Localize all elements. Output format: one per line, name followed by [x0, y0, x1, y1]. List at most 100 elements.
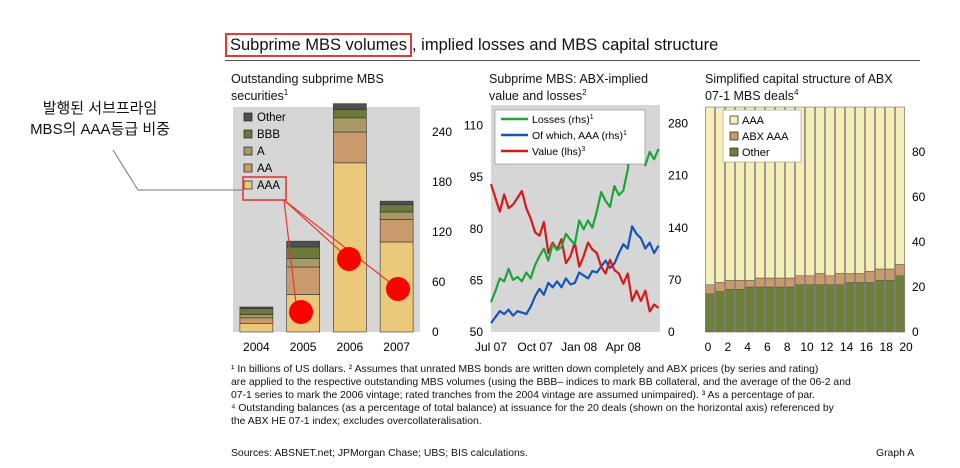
bar-2006-Other [333, 103, 367, 110]
x-tick-label: Oct 07 [517, 340, 553, 354]
pointer-line-0 [283, 199, 298, 313]
deal-16-Other [855, 282, 865, 333]
x-tick-label: Jan 08 [561, 340, 597, 354]
deal-1-AAA [705, 106, 715, 285]
annotation-line-2: MBS의 AAA등급 비중 [30, 121, 170, 138]
panel2-line-chart: Losses (rhs)1 Of which, AAA (rhs)1 Value (… [464, 105, 688, 354]
legend-label-Other: Other [742, 147, 770, 159]
deal-10-AAA [795, 106, 805, 276]
y-tick-label: 40 [912, 235, 926, 249]
panel3-title-line2: 07-1 MBS deals [705, 89, 794, 104]
deal-2-AAA [715, 106, 725, 283]
bar-2004-A [239, 314, 274, 319]
panel3-title-sup: 4 [793, 88, 799, 97]
left-tick-label: 65 [470, 273, 484, 287]
pointer-dot-0 [289, 300, 313, 324]
deal-15-AAA [845, 106, 855, 274]
x-tick-label: 10 [800, 340, 814, 354]
panel1-title-line1: Outstanding subprime MBS [231, 72, 384, 86]
legend-swatch-Other [243, 112, 253, 122]
panel2-title: Subprime MBS: ABX-implied value and loss… [489, 73, 648, 103]
footnote-line-1: ¹ In billions of US dollars. ² Assumes t… [231, 364, 819, 375]
legend-swatch-AAA [243, 180, 253, 190]
aaa-highlight-box [242, 176, 287, 201]
deal-14-ABX AAA [835, 273, 845, 285]
deal-8-Other [775, 286, 785, 333]
deal-11-ABX AAA [805, 275, 815, 285]
y-tick-label: 60 [912, 190, 926, 204]
legend-swatch-ABX AAA [729, 131, 739, 141]
left-tick-label: 80 [470, 222, 484, 236]
pointer-dot-2 [386, 277, 410, 301]
panel1-title-sup: 1 [283, 88, 289, 97]
footnote-line-5: the ABX HE 07-1 index; excludes overcoll… [231, 416, 482, 427]
footnote-line-4: ⁴ Outstanding balances (as a percentage … [231, 403, 834, 414]
annotation-overlay [112, 149, 410, 324]
deal-15-Other [845, 282, 855, 333]
deal-17-Other [865, 282, 875, 333]
series-line-1 [490, 225, 660, 324]
deal-18-AAA [875, 106, 885, 270]
bar-2004-BBB [239, 308, 274, 315]
bar-2005-AA [286, 266, 320, 295]
deal-1-Other [705, 293, 715, 333]
deal-20-ABX AAA [895, 264, 905, 276]
deal-7-AAA [765, 106, 775, 279]
deal-8-AAA [775, 106, 785, 279]
panel1-title: Outstanding subprime MBS securities1 [231, 73, 384, 103]
y-tick-label: 0 [432, 325, 439, 339]
legend-label-ABX AAA: ABX AAA [742, 131, 789, 143]
deal-12-ABX AAA [815, 273, 825, 285]
footnotes: ¹ In billions of US dollars. ² Assumes t… [231, 363, 921, 428]
deal-6-AAA [755, 106, 765, 279]
deal-10-ABX AAA [795, 275, 805, 285]
panel3-title: Simplified capital structure of ABX 07-1… [705, 73, 920, 103]
figure-title: Subprime MBS volumes, implied losses and… [225, 33, 719, 57]
legend-label-AAA: AAA [257, 180, 280, 192]
panel1-stacked-bar-chart: 2004 2005 2006 2007060120180240OtherBBBAAAA… [233, 103, 452, 354]
bar-2004-AA [239, 317, 274, 324]
deal-7-Other [765, 286, 775, 333]
y-tick-label: 80 [912, 145, 926, 159]
deal-14-Other [835, 284, 845, 333]
bar-2004-Other [239, 306, 274, 309]
y-tick-label: 240 [432, 125, 452, 139]
legend-label-BBB: BBB [257, 129, 280, 141]
title-rule [225, 60, 920, 61]
annotation-label: 발행된 서브프라임 MBS의 AAA등급 비중 [0, 98, 200, 140]
right-tick-label: 140 [668, 221, 688, 235]
deal-9-ABX AAA [785, 277, 795, 288]
deal-19-ABX AAA [885, 268, 895, 281]
legend-label-AAA: AAA [742, 115, 765, 127]
left-tick-label: 50 [470, 325, 484, 339]
deal-9-AAA [785, 106, 795, 279]
deal-1-ABX AAA [705, 284, 715, 294]
legend-label-2: Value (lhs)3 [532, 146, 585, 158]
x-tick-label: 2005 [290, 340, 317, 354]
deal-20-AAA [895, 106, 905, 265]
right-tick-label: 210 [668, 169, 688, 183]
x-tick-label: 2 [724, 340, 731, 354]
deal-15-ABX AAA [845, 273, 855, 283]
deal-4-Other [735, 289, 745, 333]
deal-12-AAA [815, 106, 825, 274]
x-tick-label: Apr 08 [606, 340, 642, 354]
y-tick-label: 180 [432, 175, 452, 189]
panel2-title-sup: 2 [582, 88, 587, 97]
bar-2006-AA [333, 131, 367, 164]
x-tick-label: 18 [880, 340, 894, 354]
deal-12-Other [815, 284, 825, 333]
left-tick-label: 110 [464, 119, 483, 133]
bar-2007-BBB [379, 204, 414, 213]
deal-16-AAA [855, 106, 865, 274]
pointer-dot-1 [337, 247, 361, 271]
legend-sup: 1 [590, 114, 594, 121]
left-tick-label: 95 [470, 170, 484, 184]
deal-4-ABX AAA [735, 280, 745, 290]
title-rest: , implied losses and MBS capital structu… [411, 36, 719, 54]
legend-sup: 3 [581, 146, 585, 153]
bar-2006-BBB [333, 109, 367, 119]
pointer-line-1 [283, 199, 349, 259]
deal-19-Other [885, 280, 895, 333]
x-tick-label: 14 [840, 340, 854, 354]
